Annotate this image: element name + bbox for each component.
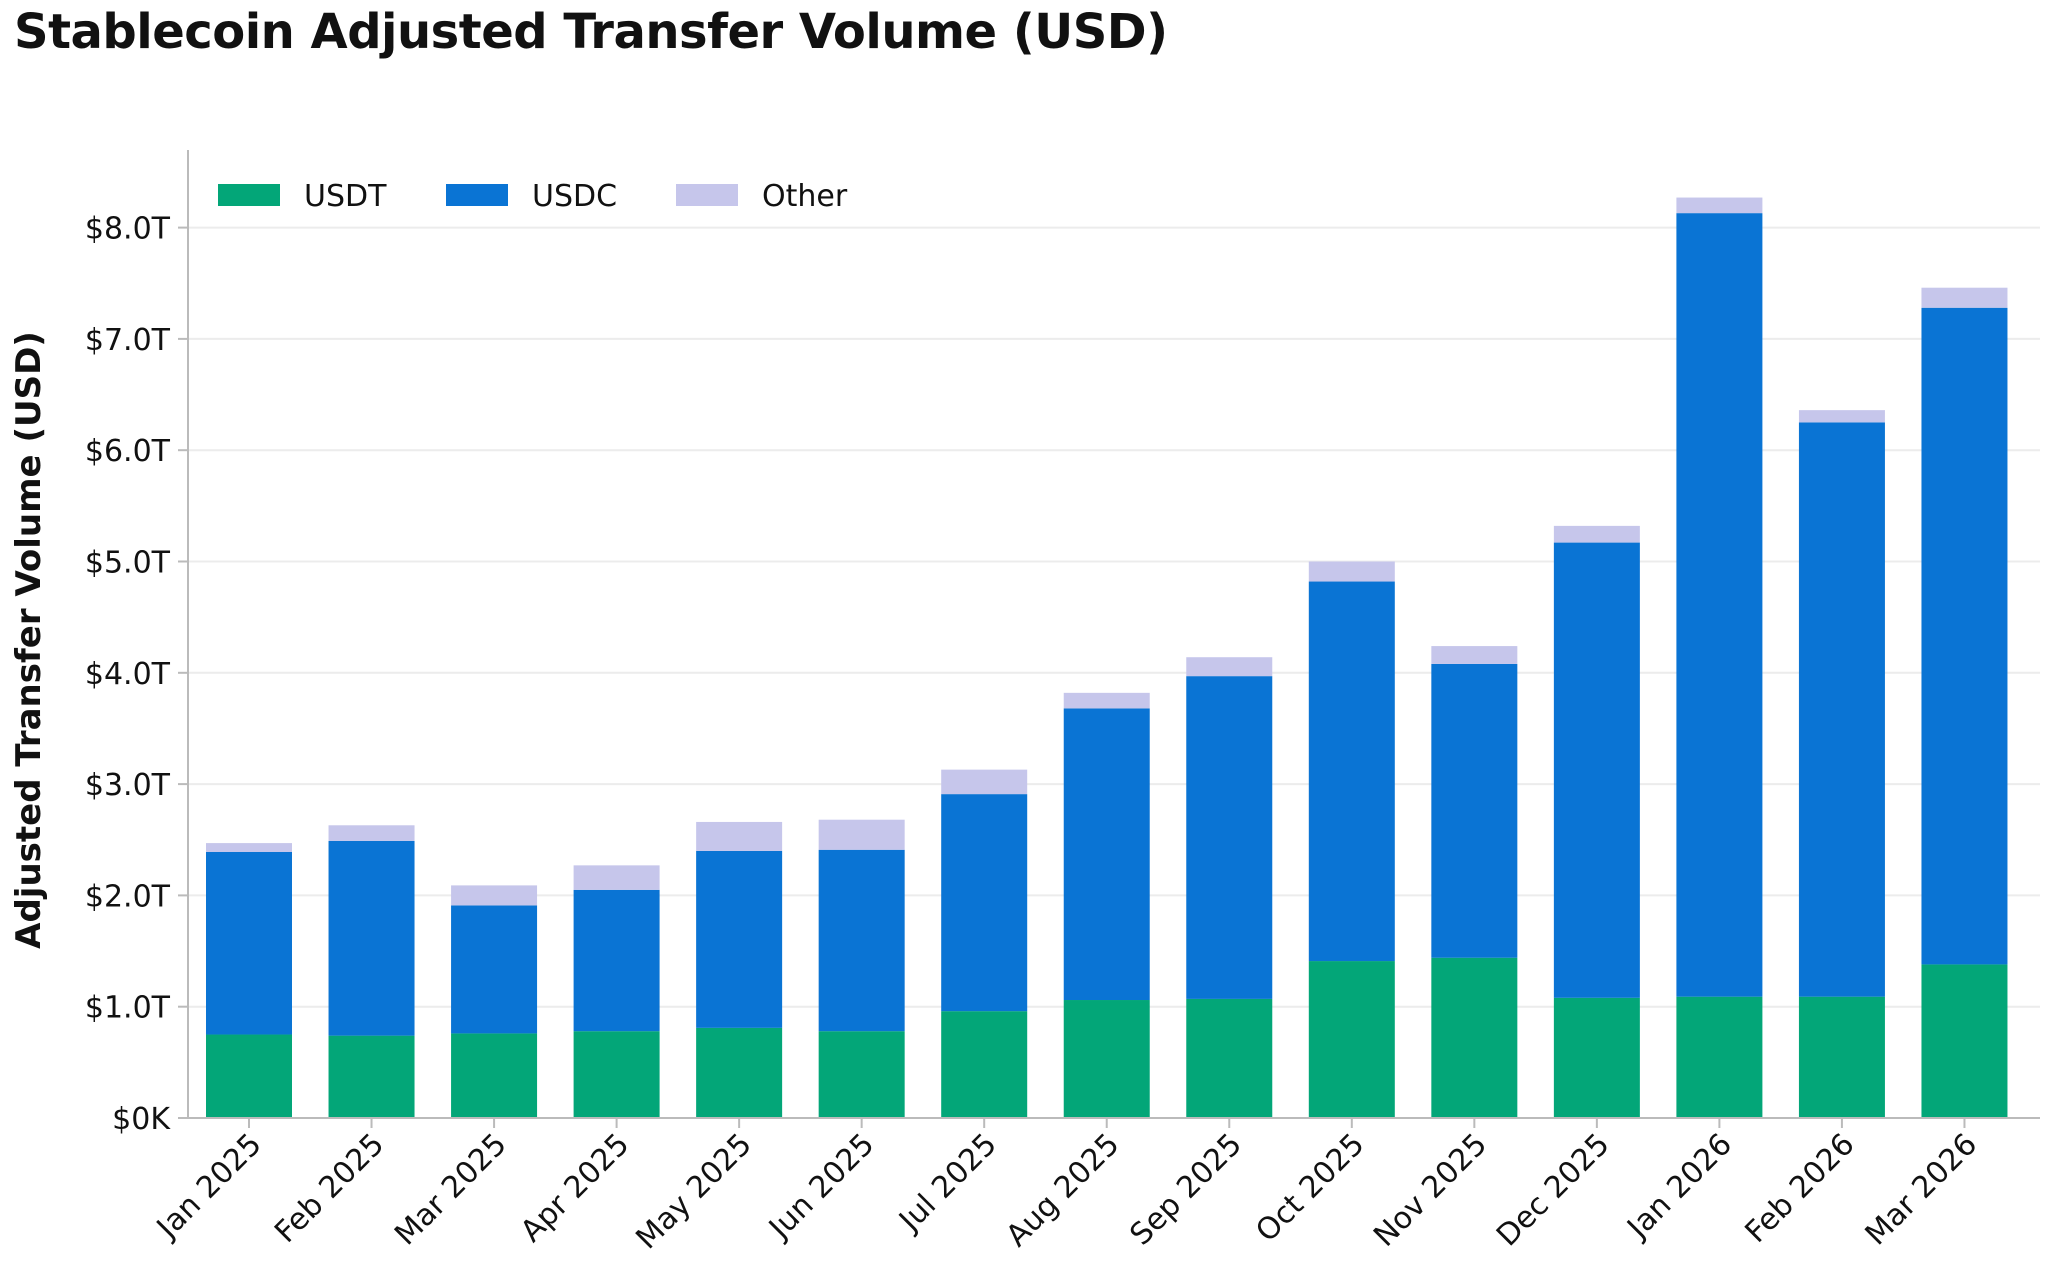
bar-other-jan-2026 bbox=[1676, 197, 1763, 214]
bar-usdc-nov-2025 bbox=[1431, 663, 1518, 958]
x-tick-label: Feb 2025 bbox=[268, 1127, 391, 1250]
y-tick-label: $5.0T bbox=[85, 546, 171, 581]
y-tick-label: $4.0T bbox=[85, 657, 171, 692]
x-tick-label: Jan 2025 bbox=[149, 1127, 269, 1247]
x-tick-label: Feb 2026 bbox=[1739, 1127, 1862, 1250]
bar-other-oct-2025 bbox=[1308, 561, 1395, 582]
x-tick-label: Mar 2026 bbox=[1859, 1127, 1985, 1253]
bar-other-nov-2025 bbox=[1431, 646, 1518, 664]
bar-usdc-aug-2025 bbox=[1063, 708, 1150, 1001]
bar-usdc-feb-2025 bbox=[328, 840, 415, 1036]
bar-usdt-jan-2026 bbox=[1676, 996, 1763, 1118]
bar-other-feb-2026 bbox=[1798, 410, 1885, 423]
bar-usdc-sep-2025 bbox=[1186, 676, 1273, 999]
x-tick-label: Oct 2025 bbox=[1249, 1127, 1371, 1249]
bar-other-jun-2025 bbox=[818, 819, 905, 850]
bar-usdc-may-2025 bbox=[696, 850, 783, 1028]
bar-usdt-sep-2025 bbox=[1186, 998, 1273, 1118]
x-tick-label: Dec 2025 bbox=[1490, 1127, 1617, 1254]
bar-usdt-mar-2026 bbox=[1921, 964, 2008, 1118]
legend: USDT USDC Other bbox=[218, 179, 848, 214]
legend-swatch-usdc bbox=[446, 184, 508, 206]
bar-other-sep-2025 bbox=[1186, 657, 1273, 677]
bar-usdt-jul-2025 bbox=[941, 1011, 1028, 1118]
bar-usdt-dec-2025 bbox=[1553, 997, 1640, 1118]
x-tick-label: Jan 2026 bbox=[1619, 1127, 1739, 1247]
bar-usdc-oct-2025 bbox=[1308, 581, 1395, 962]
chart-title: Stablecoin Adjusted Transfer Volume (USD… bbox=[14, 4, 1168, 60]
legend-swatch-usdt bbox=[218, 184, 280, 206]
bar-other-jan-2025 bbox=[206, 843, 292, 852]
bar-other-mar-2026 bbox=[1921, 287, 2008, 308]
bar-usdc-mar-2025 bbox=[451, 905, 538, 1034]
bar-other-mar-2025 bbox=[451, 885, 538, 906]
axes bbox=[187, 150, 2040, 1119]
legend-swatch-other bbox=[676, 184, 738, 206]
x-tick-label: Aug 2025 bbox=[999, 1127, 1126, 1254]
y-tick-label: $7.0T bbox=[85, 323, 171, 358]
bar-other-jul-2025 bbox=[941, 769, 1028, 795]
bar-other-apr-2025 bbox=[573, 865, 660, 890]
bars bbox=[206, 197, 2008, 1118]
bar-usdt-jan-2025 bbox=[206, 1034, 292, 1118]
y-tick-label: $2.0T bbox=[85, 879, 171, 914]
bar-usdc-jan-2025 bbox=[206, 851, 292, 1035]
bar-other-dec-2025 bbox=[1553, 525, 1640, 543]
bar-usdc-jun-2025 bbox=[818, 849, 905, 1032]
bar-other-may-2025 bbox=[696, 821, 783, 851]
bar-usdc-dec-2025 bbox=[1553, 542, 1640, 998]
x-tick-label: Apr 2025 bbox=[514, 1127, 636, 1249]
bar-usdt-jun-2025 bbox=[818, 1031, 905, 1118]
legend-label-usdt: USDT bbox=[304, 179, 387, 214]
bar-usdt-oct-2025 bbox=[1308, 961, 1395, 1118]
bar-usdt-mar-2025 bbox=[451, 1033, 538, 1118]
legend-label-usdc: USDC bbox=[532, 179, 617, 214]
bar-usdc-mar-2026 bbox=[1921, 307, 2008, 965]
bar-usdt-feb-2026 bbox=[1798, 996, 1885, 1118]
bar-other-aug-2025 bbox=[1063, 692, 1150, 709]
bar-usdt-feb-2025 bbox=[328, 1035, 415, 1118]
x-tick-label: Jun 2025 bbox=[761, 1127, 881, 1247]
y-tick-label: $0K bbox=[112, 1102, 171, 1137]
bar-usdt-apr-2025 bbox=[573, 1031, 660, 1118]
y-tick-label: $1.0T bbox=[85, 991, 171, 1026]
y-axis-ticks: $0K $1.0T $2.0T $3.0T $4.0T $5.0T $6.0T $7.0T $8… bbox=[85, 212, 188, 1137]
bar-other-feb-2025 bbox=[328, 825, 415, 841]
legend-label-other: Other bbox=[762, 179, 848, 214]
bar-usdt-aug-2025 bbox=[1063, 1000, 1150, 1118]
bar-usdt-may-2025 bbox=[696, 1027, 783, 1118]
bar-usdc-jul-2025 bbox=[941, 794, 1028, 1012]
x-tick-label: Sep 2025 bbox=[1123, 1127, 1248, 1252]
x-tick-label: Jul 2025 bbox=[891, 1127, 1003, 1239]
y-tick-label: $3.0T bbox=[85, 768, 171, 803]
bar-usdc-apr-2025 bbox=[573, 889, 660, 1032]
bar-usdc-jan-2026 bbox=[1676, 213, 1763, 997]
y-tick-label: $8.0T bbox=[85, 212, 171, 247]
x-tick-label: Mar 2025 bbox=[388, 1127, 514, 1253]
x-tick-label: May 2025 bbox=[629, 1127, 758, 1256]
bar-usdt-nov-2025 bbox=[1431, 957, 1518, 1118]
x-tick-label: Nov 2025 bbox=[1367, 1127, 1494, 1254]
y-tick-label: $6.0T bbox=[85, 434, 171, 469]
y-axis-label: Adjusted Transfer Volume (USD) bbox=[9, 331, 49, 949]
bar-usdc-feb-2026 bbox=[1798, 422, 1885, 997]
